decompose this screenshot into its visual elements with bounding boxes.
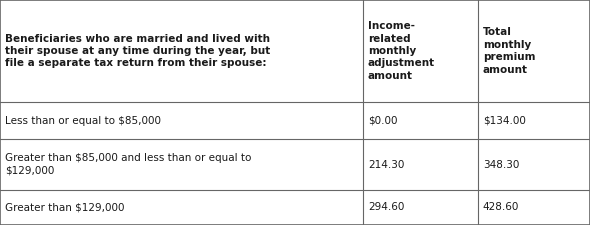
Text: 214.30: 214.30 — [368, 160, 404, 169]
Text: Income-
related
monthly
adjustment
amount: Income- related monthly adjustment amoun… — [368, 21, 435, 81]
Text: Beneficiaries who are married and lived with
their spouse at any time during the: Beneficiaries who are married and lived … — [5, 34, 270, 68]
Text: 348.30: 348.30 — [483, 160, 519, 169]
Text: Less than or equal to $85,000: Less than or equal to $85,000 — [5, 115, 161, 126]
Text: Greater than $85,000 and less than or equal to
$129,000: Greater than $85,000 and less than or eq… — [5, 153, 251, 176]
Text: Greater than $129,000: Greater than $129,000 — [5, 202, 124, 212]
Text: 428.60: 428.60 — [483, 202, 519, 212]
Text: $134.00: $134.00 — [483, 115, 526, 126]
Text: Total
monthly
premium
amount: Total monthly premium amount — [483, 27, 535, 75]
Text: 294.60: 294.60 — [368, 202, 404, 212]
Text: $0.00: $0.00 — [368, 115, 397, 126]
